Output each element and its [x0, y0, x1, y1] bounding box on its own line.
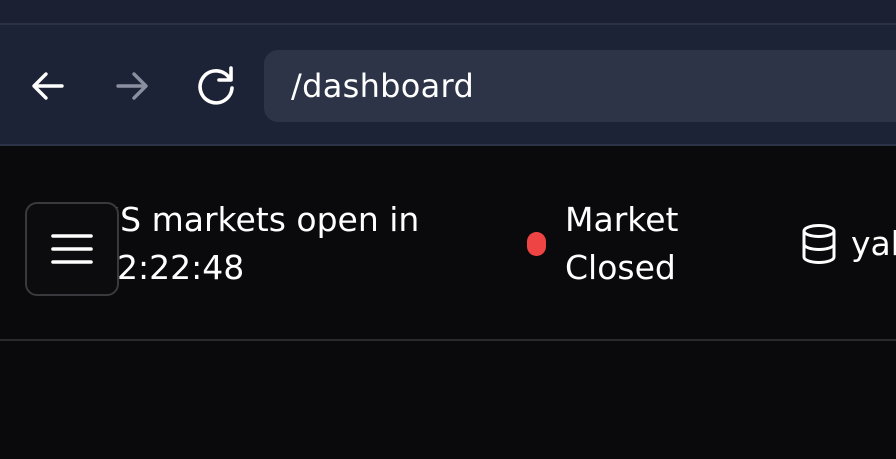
arrow-right-icon: [116, 72, 148, 100]
forward-button[interactable]: [106, 60, 158, 112]
market-status-line1: Market: [565, 200, 679, 239]
app-header: US markets open in 12:22:48 Market Close…: [0, 146, 896, 341]
menu-button[interactable]: [25, 202, 119, 296]
market-status-line2: Closed: [565, 248, 676, 287]
market-status: Market Closed: [565, 196, 678, 292]
main-content: [0, 341, 896, 459]
tab-strip: [0, 0, 896, 25]
countdown-time: 12:22:48: [96, 248, 245, 287]
countdown-label: US markets open in: [96, 200, 420, 239]
browser-chrome: /dashboard: [0, 0, 896, 146]
hamburger-menu-icon: [51, 234, 93, 264]
market-open-countdown: US markets open in 12:22:48: [96, 196, 476, 292]
address-text: /dashboard: [291, 67, 475, 105]
data-provider-label[interactable]: yahoo: [851, 224, 896, 263]
back-button[interactable]: [22, 60, 74, 112]
database-icon: [802, 224, 836, 265]
reload-button[interactable]: [190, 60, 242, 112]
arrow-left-icon: [32, 72, 64, 100]
reload-icon: [198, 66, 234, 105]
address-bar[interactable]: /dashboard: [264, 50, 896, 122]
status-dot-icon: [527, 232, 546, 256]
